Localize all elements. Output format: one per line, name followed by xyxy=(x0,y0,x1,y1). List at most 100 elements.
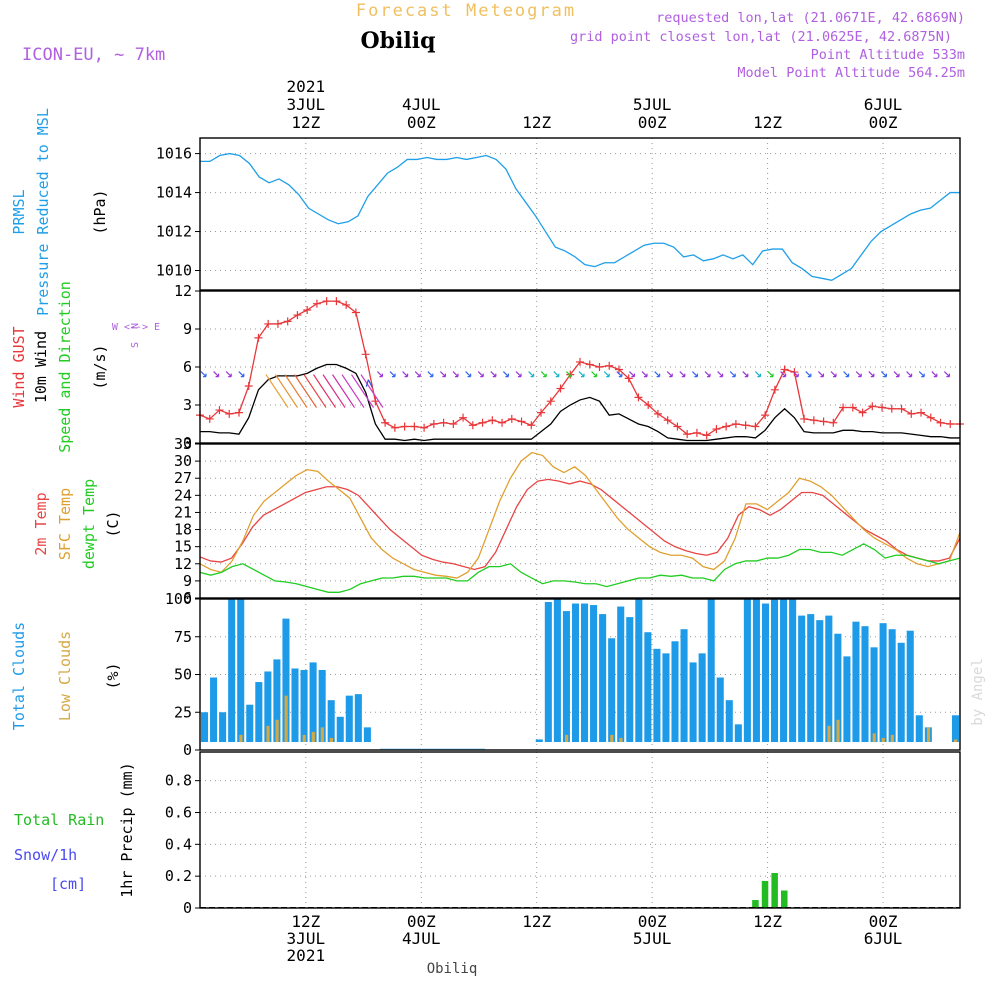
gust-marker xyxy=(537,408,546,417)
cloud-total-bar xyxy=(807,614,815,742)
cloud-low-bar xyxy=(311,731,315,742)
gust-marker xyxy=(907,409,916,418)
cloud-total-bar xyxy=(562,611,570,742)
cloud-total-bar xyxy=(535,739,543,742)
gust-marker xyxy=(731,420,740,428)
y-tick-label: 9 xyxy=(183,320,192,338)
bottom-time-label: 6JUL xyxy=(864,929,903,948)
clouds-unit: (%) xyxy=(104,662,122,689)
cloud-total-bar xyxy=(843,656,851,742)
wind-direction-arrow xyxy=(805,371,812,378)
panel-frame xyxy=(199,290,961,444)
cloud-low-bar xyxy=(926,727,931,742)
gust-marker xyxy=(595,363,604,371)
gust-marker xyxy=(585,360,594,369)
grid-point-coords: grid point closest lon,lat (21.0625E, 42… xyxy=(570,29,952,45)
wind-direction-arrow xyxy=(528,371,535,378)
rain-bar xyxy=(771,872,778,908)
gust-marker xyxy=(449,420,458,428)
wind-direction-arrow xyxy=(477,371,484,378)
chart-name: Forecast Meteogram xyxy=(356,1,576,21)
clouds-low-label: Low Clouds xyxy=(56,631,74,721)
cloud-total-bar xyxy=(318,669,326,742)
cloud-low-bar xyxy=(827,725,831,742)
cloud-total-bar xyxy=(345,695,353,742)
cloud-low-bar xyxy=(954,739,958,742)
wind-direction-arrow xyxy=(666,371,673,378)
y-tick-label: 27 xyxy=(174,469,192,487)
y-tick-label: 75 xyxy=(174,628,192,646)
gust-marker xyxy=(770,385,779,394)
cloud-total-bar xyxy=(653,648,661,742)
cloud-total-bar xyxy=(707,599,715,742)
gust-marker xyxy=(878,403,887,412)
wind-direction-arrow xyxy=(855,371,862,378)
gust-marker xyxy=(420,423,429,432)
cloud-low-bar xyxy=(872,733,876,742)
wind-direction-arrow xyxy=(402,371,409,378)
cloud-total-bar xyxy=(897,642,905,742)
wind-vector xyxy=(265,374,289,408)
temp-sfc-label: SFC Temp xyxy=(56,488,74,560)
gust-marker xyxy=(527,421,536,430)
gust-marker xyxy=(244,382,253,390)
gust-marker xyxy=(741,421,750,430)
y-tick-label: 0.6 xyxy=(165,803,192,821)
cloud-total-bar xyxy=(915,715,923,742)
gust-marker xyxy=(566,370,575,379)
wind-direction-arrow xyxy=(880,371,887,378)
y-tick-label: 12 xyxy=(174,282,192,300)
gust-marker xyxy=(917,408,926,417)
wind-direction-arrow xyxy=(427,371,434,378)
gust-marker xyxy=(507,414,516,423)
gust-marker xyxy=(293,311,302,320)
wind-direction-arrow xyxy=(817,371,824,378)
top-time-label: 5JUL xyxy=(633,95,672,114)
gust-marker xyxy=(673,422,682,431)
y-tick-label: 6 xyxy=(183,589,192,607)
bottom-time-label: 00Z xyxy=(638,912,667,931)
cloud-total-bar xyxy=(725,700,733,742)
y-tick-label: 0 xyxy=(183,741,192,759)
gust-marker xyxy=(468,421,477,430)
top-time-label: 4JUL xyxy=(402,95,441,114)
cloud-total-bar xyxy=(798,615,806,742)
bottom-time-label: 12Z xyxy=(522,912,551,931)
cloud-low-bar xyxy=(619,737,623,742)
y-tick-label: 1010 xyxy=(156,262,192,280)
y-tick-label: 100 xyxy=(165,590,192,608)
bottom-time-label: 4JUL xyxy=(402,929,441,948)
cloud-total-bar xyxy=(544,602,552,742)
location-title: Obiliq xyxy=(360,28,435,54)
wind-vector xyxy=(275,374,298,408)
temp-unit: (C) xyxy=(104,510,122,537)
y-tick-label: 12 xyxy=(174,555,192,573)
cloud-total-bar xyxy=(752,599,760,742)
wind-direction-arrow xyxy=(843,371,850,378)
footer-location: Obiliq xyxy=(427,961,478,977)
cloud-low-bar xyxy=(881,737,885,742)
gust-marker xyxy=(410,422,419,431)
rain-bar xyxy=(752,900,759,908)
rain-bar xyxy=(781,890,788,908)
gust-marker xyxy=(653,409,662,418)
wind-direction-arrow xyxy=(654,371,661,378)
gust-marker xyxy=(478,418,487,427)
series-line-wind10m xyxy=(200,363,960,442)
wind-direction-arrow xyxy=(679,371,686,378)
gust-marker xyxy=(322,297,331,306)
y-tick-label: 24 xyxy=(174,486,192,504)
top-time-label: 3JUL xyxy=(287,95,326,114)
wind-10m-label: 10m Wind xyxy=(32,331,50,403)
gust-marker xyxy=(576,357,584,366)
compass-west-east: W <--> E xyxy=(112,322,160,333)
wind-direction-arrow xyxy=(225,371,232,378)
top-time-label: 00Z xyxy=(407,113,436,132)
wind-direction-arrow xyxy=(515,371,522,378)
cloud-total-bar xyxy=(743,599,751,742)
cloud-low-bar xyxy=(565,734,569,742)
gust-marker xyxy=(361,350,370,359)
bottom-time-label: 00Z xyxy=(407,912,436,931)
panel-clouds: 0 25 50 75 100 xyxy=(165,590,961,759)
